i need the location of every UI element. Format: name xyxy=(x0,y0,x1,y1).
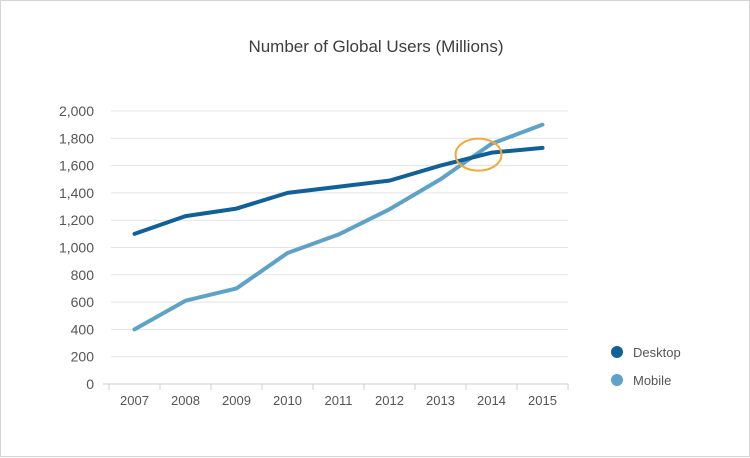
chart-title: Number of Global Users (Millions) xyxy=(248,37,504,56)
series-line-desktop xyxy=(132,145,545,236)
x-tick-label: 2013 xyxy=(426,393,455,408)
series-lines xyxy=(132,122,545,332)
y-tick-label: 2,000 xyxy=(59,103,94,119)
x-tick-label: 2014 xyxy=(477,393,506,408)
highlight-circle xyxy=(454,137,503,172)
annotations xyxy=(454,137,503,172)
gridlines xyxy=(111,110,568,358)
y-tick-label: 400 xyxy=(71,321,95,337)
y-tick-label: 1,400 xyxy=(59,185,94,201)
legend-label: Desktop xyxy=(633,344,681,360)
axis: 0 200 400 600 800 1,000 1,200 1,400 1,600 1,800 2,… xyxy=(59,103,569,408)
y-tick-label: 1,000 xyxy=(59,240,94,256)
x-tick-label: 2012 xyxy=(375,393,404,408)
x-tick-label: 2015 xyxy=(528,393,557,408)
y-tick-label: 1,200 xyxy=(59,212,94,228)
y-tick-label: 800 xyxy=(71,267,95,283)
x-tick-label: 2010 xyxy=(273,393,302,408)
y-tick-label: 600 xyxy=(71,294,95,310)
x-tick-label: 2007 xyxy=(120,393,149,408)
x-tick-label: 2011 xyxy=(325,393,353,408)
legend-marker xyxy=(611,374,623,386)
legend-item-mobile: Mobile xyxy=(611,372,681,388)
y-tick-label: 1,800 xyxy=(59,130,94,146)
x-tick-label: 2009 xyxy=(222,393,251,408)
y-tick-label: 1,600 xyxy=(59,158,94,174)
legend: Desktop Mobile xyxy=(611,345,681,401)
legend-item-desktop: Desktop xyxy=(611,344,681,360)
y-tick-label: 0 xyxy=(86,376,94,392)
legend-label: Mobile xyxy=(633,372,672,388)
y-tick-label: 200 xyxy=(71,349,95,365)
legend-marker xyxy=(611,346,623,358)
x-tick-label: 2008 xyxy=(171,393,200,408)
